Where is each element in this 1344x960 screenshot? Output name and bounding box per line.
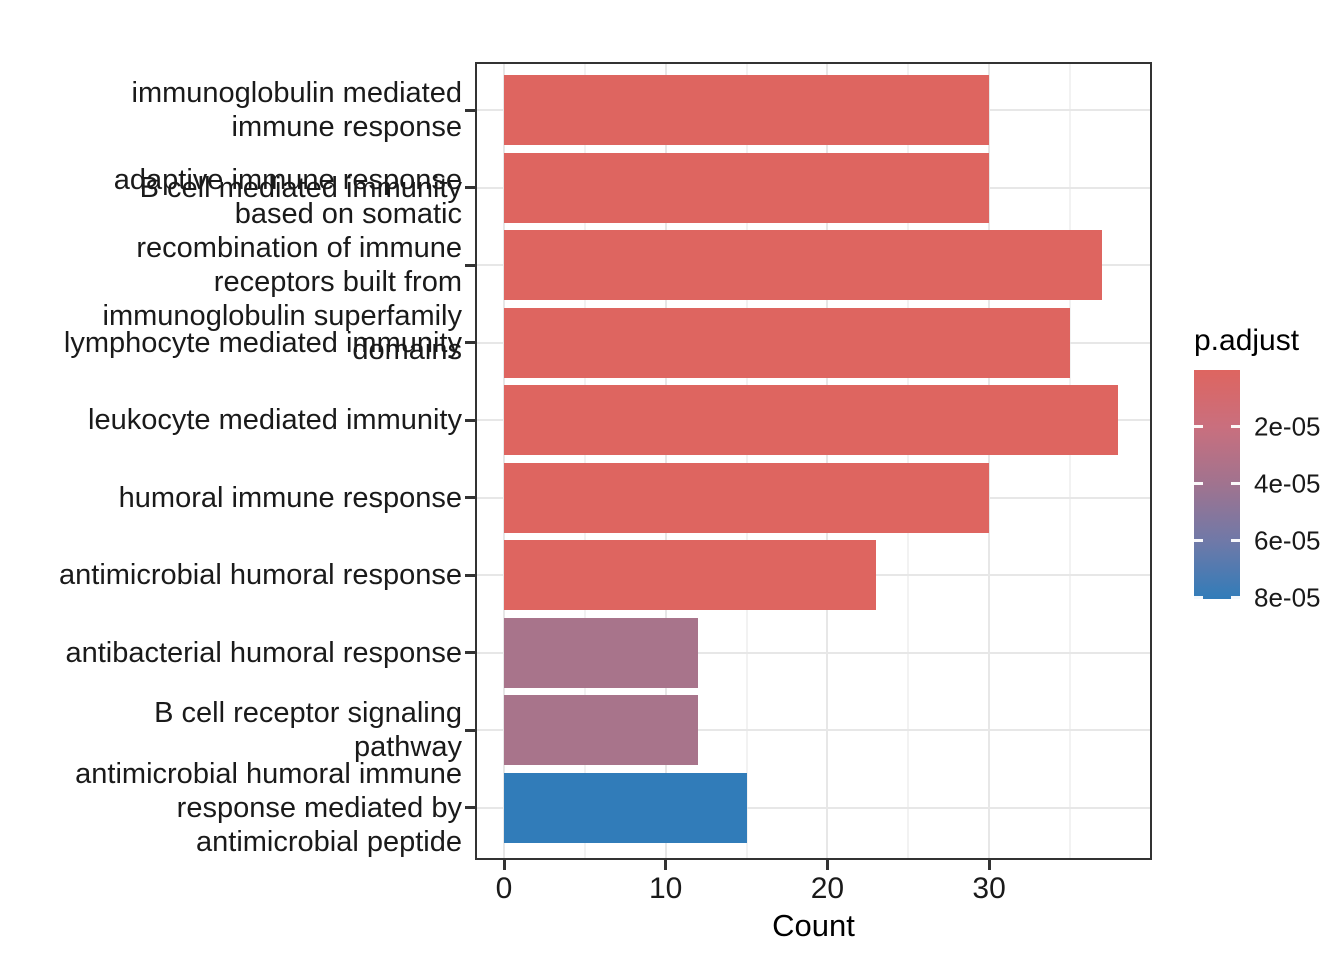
- legend-tick-label: 6e-05: [1254, 525, 1321, 556]
- gridline-vertical-minor: [583, 64, 586, 858]
- gridline-vertical-major: [503, 64, 505, 858]
- gridline-vertical-major: [988, 64, 991, 858]
- y-axis-tick: [465, 341, 475, 344]
- y-axis-label: adaptive immune response based on somatic…: [102, 164, 462, 366]
- bar: [504, 695, 699, 765]
- y-axis-label: B cell mediated immunity: [139, 171, 462, 204]
- y-axis-tick: [465, 651, 475, 654]
- gridline-horizontal-major: [477, 806, 1150, 809]
- legend-tick-mark: [1194, 425, 1203, 429]
- legend-tick-mark: [1194, 596, 1203, 600]
- y-axis-tick: [465, 806, 475, 809]
- y-axis-label: humoral immune response: [118, 481, 462, 514]
- y-axis-tick: [465, 496, 475, 499]
- x-tick-label: 10: [649, 872, 683, 905]
- bar: [504, 307, 1070, 378]
- gridline-horizontal-major: [477, 729, 1150, 731]
- bar: [504, 230, 1103, 300]
- x-axis-tick: [825, 860, 829, 870]
- bar: [504, 540, 876, 610]
- y-axis-tick: [465, 263, 475, 267]
- legend-gradient-bar: [1194, 370, 1240, 600]
- bar: [504, 75, 990, 145]
- x-axis-tick: [502, 860, 506, 870]
- y-axis-label: antimicrobial humoral response: [59, 559, 462, 591]
- legend-tick-mark: [1194, 482, 1203, 486]
- legend-tick-mark: [1231, 425, 1240, 429]
- legend-tick-label: 4e-05: [1254, 468, 1321, 499]
- gridline-vertical-minor: [907, 64, 910, 858]
- legend-tick-mark: [1231, 596, 1240, 600]
- x-axis-tick: [664, 860, 668, 870]
- gridline-vertical-minor: [1068, 64, 1071, 858]
- legend-title: p.adjust: [1194, 324, 1300, 357]
- y-axis-tick: [465, 728, 475, 732]
- x-axis-title: Count: [772, 908, 855, 943]
- y-axis-tick: [465, 418, 475, 422]
- gridline-vertical-major: [664, 64, 667, 858]
- y-axis-label: immunoglobulin mediated immune response: [131, 77, 462, 143]
- y-axis-label: antimicrobial humoral immune response med…: [75, 757, 462, 858]
- y-axis-tick: [465, 573, 475, 577]
- legend-tick-mark: [1231, 539, 1240, 543]
- gridline-vertical-minor: [745, 64, 748, 858]
- bar: [504, 152, 990, 223]
- legend-tick-mark: [1231, 482, 1240, 486]
- bar: [504, 462, 990, 533]
- y-axis-label: leukocyte mediated immunity: [88, 404, 462, 436]
- y-axis-label: lymphocyte mediated immunity: [63, 326, 462, 359]
- x-tick-label: 30: [972, 872, 1006, 905]
- bar: [504, 772, 747, 843]
- gridline-horizontal-major: [477, 651, 1150, 654]
- bar: [504, 617, 699, 688]
- y-axis-tick: [465, 186, 475, 189]
- x-axis-tick: [987, 860, 991, 870]
- legend-tick-label: 8e-05: [1254, 582, 1321, 613]
- y-axis-tick: [465, 108, 475, 112]
- y-axis-label: antibacterial humoral response: [65, 636, 462, 669]
- gridline-vertical-major: [826, 64, 829, 858]
- legend-tick-mark: [1194, 539, 1203, 543]
- x-tick-label: 0: [495, 872, 513, 905]
- bar: [504, 385, 1119, 455]
- legend-tick-label: 2e-05: [1254, 411, 1321, 442]
- y-axis-label: B cell receptor signaling pathway: [154, 697, 462, 763]
- x-tick-label: 20: [810, 872, 845, 905]
